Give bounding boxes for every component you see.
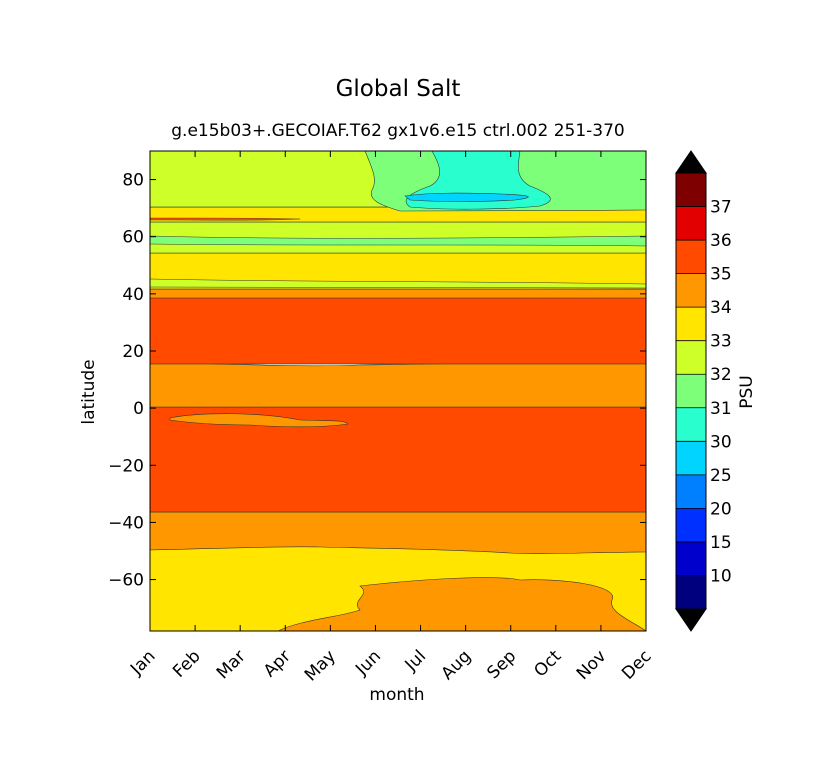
y-tick-label: 0 <box>133 399 144 419</box>
x-tick-label: Apr <box>260 646 295 681</box>
colorbar-segment <box>676 206 706 241</box>
band-34-35-south <box>150 511 646 554</box>
colorbar-segment <box>676 374 706 408</box>
colorbar-tick-label: 32 <box>710 365 732 385</box>
colorbar-segment <box>676 508 706 542</box>
y-tick-label: 20 <box>122 342 144 362</box>
band-34-35-north <box>150 361 646 408</box>
plot-frame <box>149 150 647 632</box>
colorbar-tick-label: 15 <box>710 533 732 553</box>
colorbar-extend-bottom <box>675 608 707 632</box>
colorbar-segment <box>676 441 706 475</box>
colorbar-segment <box>676 541 706 576</box>
y-tick-label: −60 <box>108 571 144 591</box>
colorbar-tick-label: 30 <box>710 432 732 452</box>
colorbar-tick-label: 37 <box>710 198 732 218</box>
chart-subtitle: g.e15b03+.GECOIAF.T62 gx1v6.e15 ctrl.002… <box>171 121 625 141</box>
band-25-30-arctic <box>404 192 529 202</box>
colorbar-frame <box>675 172 707 610</box>
y-tick-label: 40 <box>122 285 144 305</box>
colorbar-segment <box>676 273 706 308</box>
band-36-37-thin <box>150 217 301 221</box>
colorbar-tick-label: 10 <box>710 566 732 586</box>
x-tick-label: Aug <box>438 646 476 684</box>
colorbar-segment <box>676 474 706 509</box>
colorbar-segment <box>676 240 706 274</box>
x-tick-label: Jul <box>401 646 430 675</box>
x-tick-label: Dec <box>618 646 655 683</box>
colorbar-tick-label: 25 <box>710 466 732 486</box>
y-tick-label: −20 <box>108 456 144 476</box>
colorbar-extend-top <box>675 150 707 174</box>
colorbar-tick-label: 35 <box>710 265 732 285</box>
colorbar-tick-label: 20 <box>710 499 732 519</box>
colorbar-tick-label: 34 <box>710 298 732 318</box>
colorbar-tick-label: 36 <box>710 231 732 251</box>
x-tick-label: Jun <box>351 646 385 680</box>
x-tick-label: Nov <box>573 646 611 684</box>
band-35-36-south <box>150 406 646 513</box>
band-34-35-equatorial-patch <box>169 413 349 428</box>
x-tick-label: Oct <box>530 646 565 681</box>
contour-field <box>150 151 646 631</box>
y-tick-label: −40 <box>108 513 144 533</box>
x-tick-label: Feb <box>169 646 204 681</box>
y-tick-label: 60 <box>122 228 144 248</box>
colorbar-segment <box>676 340 706 375</box>
band-34-35-south-patch <box>277 577 646 631</box>
x-tick-label: Sep <box>483 646 520 683</box>
colorbar-segment <box>676 307 706 341</box>
band-35-36-north <box>150 296 646 365</box>
colorbar-segment <box>676 173 706 207</box>
y-tick-label: 80 <box>122 171 144 191</box>
band-34-35-midlat <box>150 288 646 299</box>
colorbar-label: PSU <box>737 375 757 409</box>
y-axis-label: latitude <box>79 359 99 424</box>
colorbar: 10 15 20 25 30 31 32 33 34 35 36 37 <box>675 150 732 632</box>
x-axis-label: month <box>369 685 424 705</box>
x-tick-label: Mar <box>213 646 250 683</box>
colorbar-tick-label: 33 <box>710 332 732 352</box>
x-tick-label: May <box>301 646 340 685</box>
colorbar-segment <box>676 575 706 609</box>
colorbar-segment <box>676 407 706 442</box>
y-axis: 80 60 40 20 0 −20 −40 −60 <box>108 171 646 591</box>
x-tick-label: Jan <box>126 646 159 679</box>
band-31-32-subpolar <box>150 235 646 247</box>
colorbar-tick-label: 31 <box>710 399 732 419</box>
chart-title: Global Salt <box>335 76 461 102</box>
